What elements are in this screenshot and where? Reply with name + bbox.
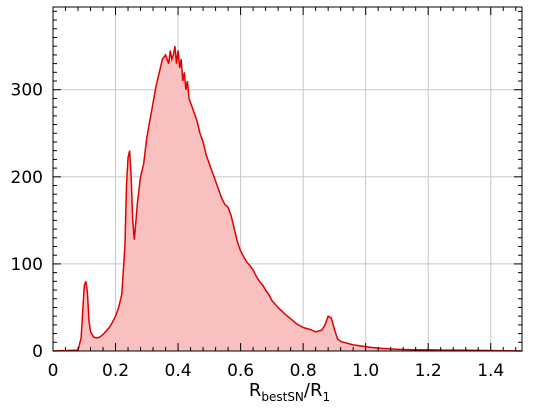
x-axis-title-sub2: 1 — [323, 390, 331, 404]
x-axis-title-sep: /R — [304, 380, 323, 401]
x-tick-label-1: 0.2 — [102, 361, 129, 381]
x-tick-label-2: 0.4 — [165, 361, 192, 381]
x-tick-label-3: 0.6 — [227, 361, 254, 381]
x-tick-label-4: 0.8 — [290, 361, 317, 381]
x-axis-title-sub1: bestSN — [261, 390, 304, 404]
x-tick-label-5: 1.0 — [352, 361, 379, 381]
axis-ticks — [52, 7, 522, 352]
x-axis-title-main: R — [249, 380, 262, 401]
distribution-area — [53, 46, 522, 351]
x-tick-label-6: 1.2 — [415, 361, 442, 381]
x-tick-label-0: 0 — [48, 361, 59, 381]
x-axis-title: RbestSN/R1 — [249, 380, 330, 404]
x-tick-label-7: 1.4 — [477, 361, 504, 381]
distribution-line — [52, 46, 523, 352]
y-tick-label-1: 100 — [11, 255, 43, 275]
tick-labels: 0 0.2 0.4 0.6 0.8 1.0 1.2 1.4 0 100 200 300 — [11, 81, 505, 381]
plot-frame — [52, 6, 523, 352]
y-tick-label-3: 300 — [11, 81, 43, 101]
y-tick-label-0: 0 — [32, 342, 43, 362]
y-tick-label-2: 200 — [11, 168, 43, 188]
